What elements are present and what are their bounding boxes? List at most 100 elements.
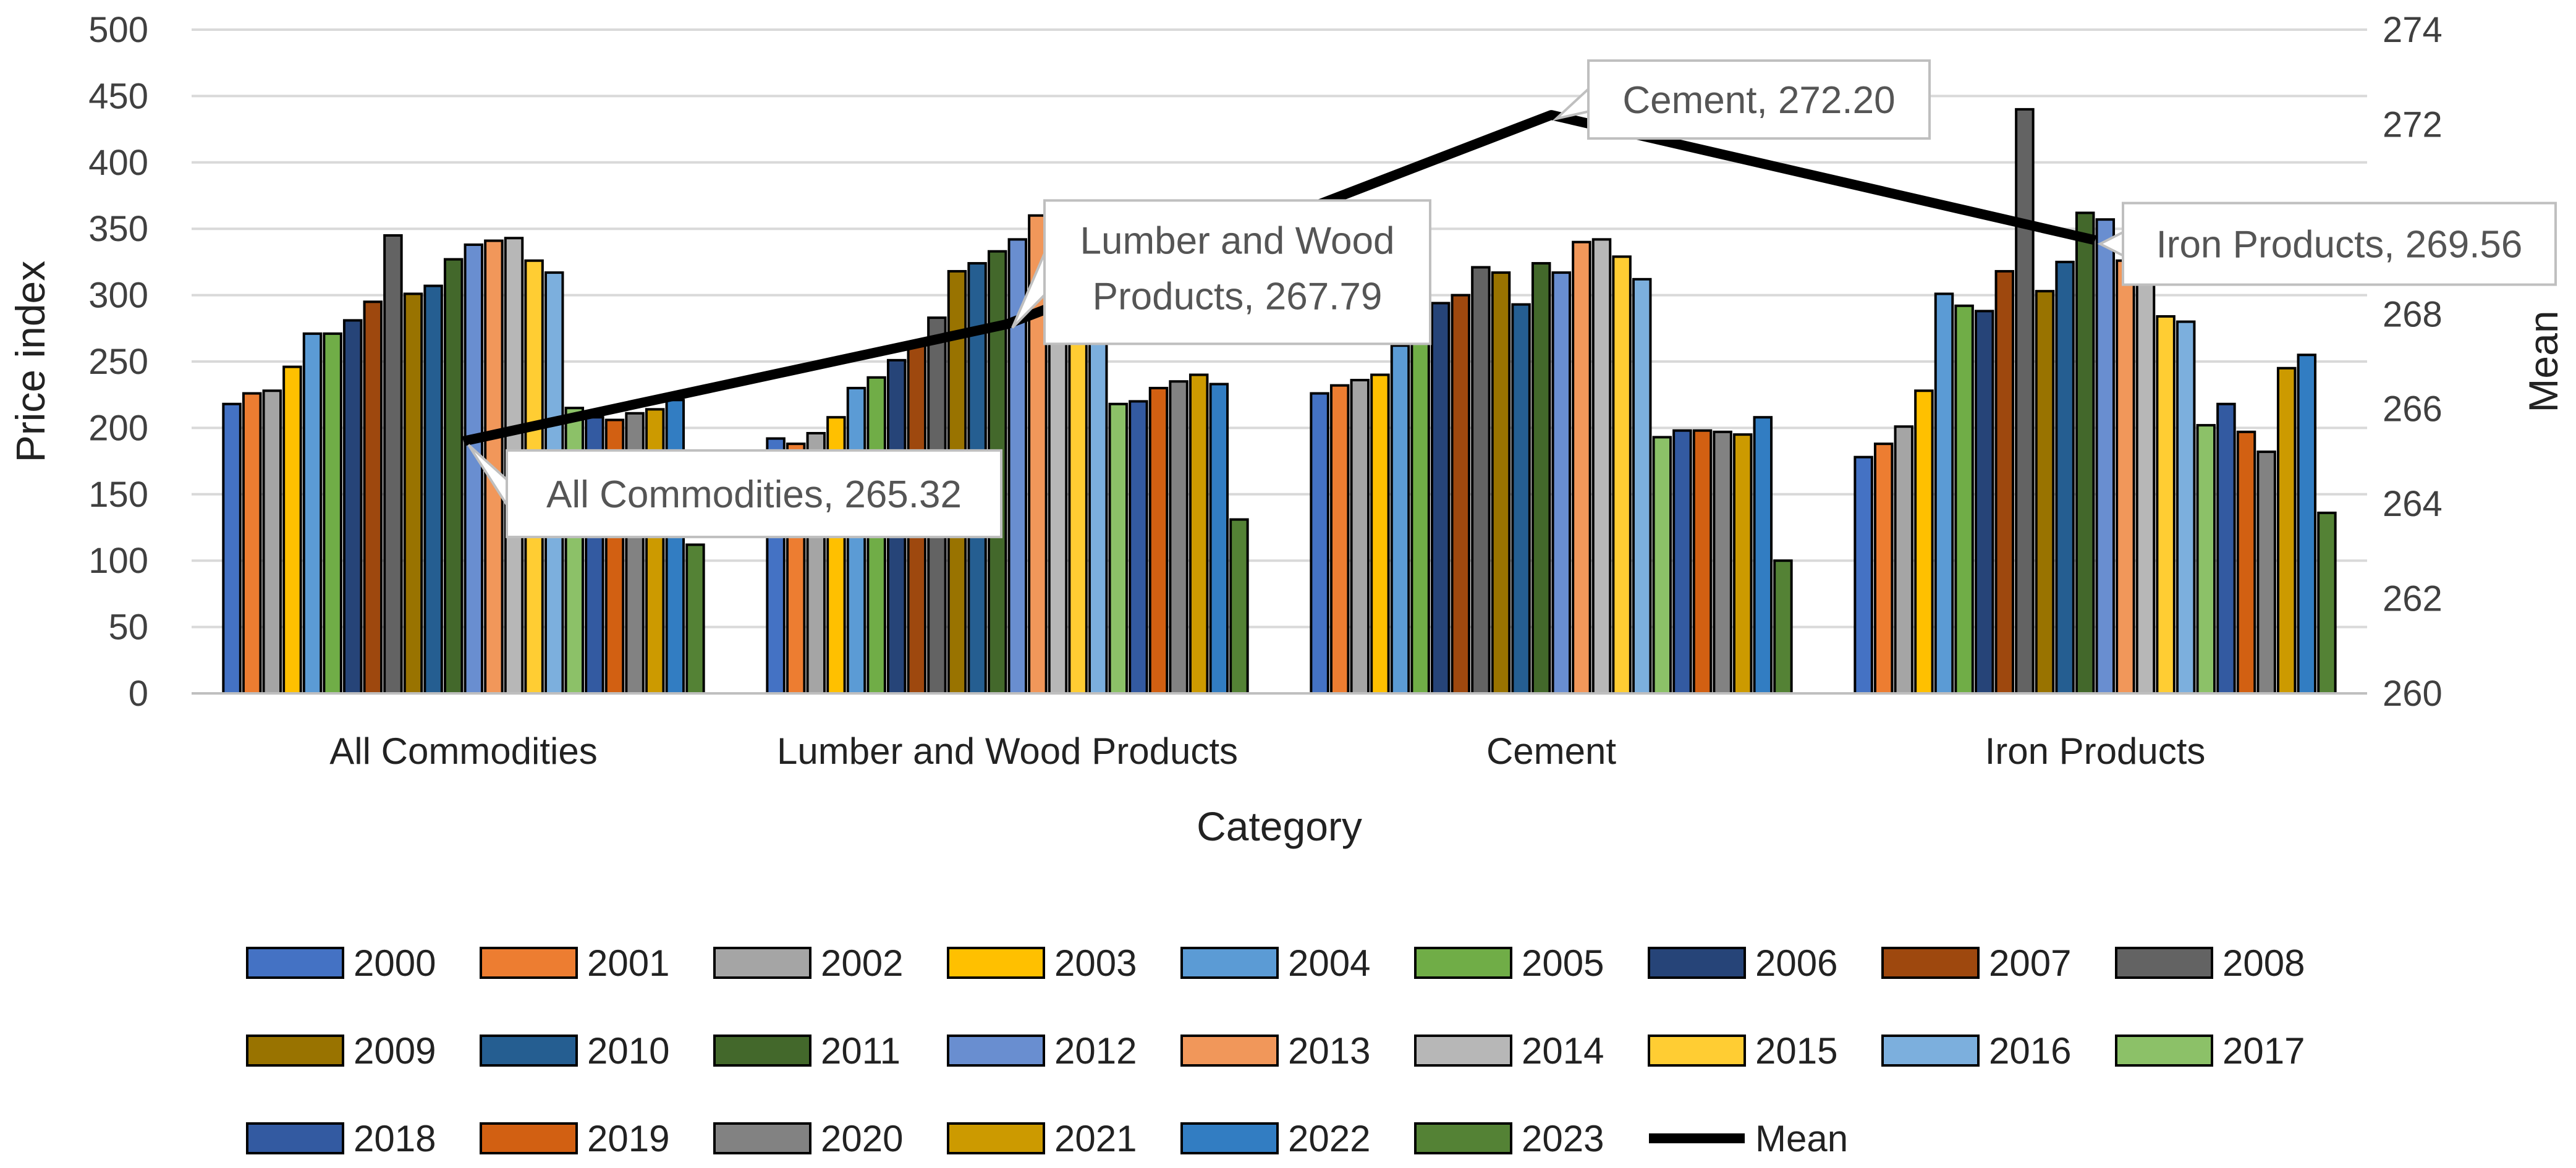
y2-tick-label: 274 [2383, 10, 2443, 50]
legend-swatch [947, 1122, 1045, 1154]
bar-2009-2 [1491, 271, 1511, 695]
legend-label: 2023 [1522, 1118, 1604, 1159]
bar-2005-3 [1954, 304, 1974, 695]
legend-item-2016: 2016 [1881, 1030, 2071, 1072]
legend-swatch [1414, 1035, 1512, 1067]
legend-label: 2004 [1288, 942, 1370, 984]
legend-label: 2010 [587, 1030, 669, 1072]
legend-item-2015: 2015 [1648, 1030, 1837, 1072]
legend-swatch [947, 1035, 1045, 1067]
legend-swatch [713, 1122, 811, 1154]
y2-axis-ticks: 260262264266268270272274 [2383, 10, 2443, 714]
legend-item-2014: 2014 [1414, 1030, 1604, 1072]
bar-2023-0 [685, 543, 705, 695]
y-axis-ticks: 0 50 100 150 200 250 300 350 400 450 500 [88, 10, 148, 714]
bar-2012-0 [464, 243, 484, 695]
legend-swatch [1414, 1122, 1512, 1154]
bar-2017-2 [1652, 436, 1672, 695]
bar-2004-0 [302, 332, 323, 695]
bar-2000-3 [1854, 455, 1873, 695]
bar-2003-3 [1914, 389, 1934, 695]
callout-box [1043, 199, 1431, 345]
y-tick-label: 50 [108, 607, 148, 648]
legend-item-2008: 2008 [2115, 942, 2305, 984]
callout-label: Iron Products, 269.56 [2156, 224, 2523, 266]
legend-item-2012: 2012 [947, 1030, 1137, 1072]
legend-label: 2017 [2222, 1030, 2305, 1072]
y-tick-label: 400 [88, 143, 148, 183]
bar-2019-1 [1148, 386, 1169, 695]
category-labels: All Commodities Lumber and Wood Products C… [329, 730, 2205, 772]
bar-2003-0 [282, 365, 302, 695]
bar-2006-3 [1974, 310, 1994, 695]
legend-label: 2011 [821, 1030, 900, 1072]
bar-2000-0 [222, 402, 242, 695]
legend-item-2019: 2019 [480, 1118, 669, 1159]
legend-swatch [480, 1122, 578, 1154]
legend-item-2009: 2009 [246, 1030, 436, 1072]
bar-2007-2 [1451, 294, 1471, 695]
callout-box [506, 449, 1002, 538]
callout-pointer [1552, 85, 1591, 121]
legend-item-2018: 2018 [246, 1118, 436, 1159]
legend-label: 2020 [821, 1118, 903, 1159]
legend-swatch [246, 947, 344, 979]
legend-label: 2007 [1989, 942, 2071, 984]
bar-2023-2 [1773, 559, 1793, 695]
bar-2002-0 [262, 389, 282, 695]
y-tick-label: 150 [88, 475, 148, 515]
y-tick-label: 250 [88, 342, 148, 382]
bar-2021-1 [1188, 373, 1209, 695]
y-tick-label: 0 [129, 674, 148, 714]
legend-label: 2022 [1288, 1118, 1370, 1159]
bar-2023-3 [2317, 511, 2337, 695]
legend-item-2002: 2002 [713, 942, 903, 984]
bar-2011-0 [443, 258, 464, 695]
bar-2019-2 [1692, 429, 1713, 695]
legend-swatch [246, 1035, 344, 1067]
bar-2010-2 [1511, 303, 1531, 695]
y2-tick-label: 272 [2383, 104, 2443, 145]
y-tick-label: 100 [88, 541, 148, 581]
legend-item-2005: 2005 [1414, 942, 1604, 984]
bar-2016-3 [2176, 320, 2196, 695]
bar-2022-1 [1209, 383, 1229, 695]
bar-2018-2 [1672, 429, 1692, 695]
bar-2011-3 [2075, 211, 2095, 695]
legend-swatch [713, 947, 811, 979]
bar-2015-3 [2156, 315, 2176, 695]
bar-2000-2 [1310, 392, 1329, 695]
bar-2004-2 [1390, 344, 1410, 695]
bar-2006-0 [342, 319, 363, 695]
category-label: Iron Products [1985, 730, 2206, 772]
mean-callout: Lumber and Wood Products, 267.79 [1011, 199, 1431, 345]
legend: 2000 2001 2002 2003 2004 2005 2006 2007 2008 2009… [246, 942, 2305, 1159]
legend-item-2006: 2006 [1648, 942, 1837, 984]
bar-2006-2 [1430, 302, 1451, 695]
legend-label: 2012 [1054, 1030, 1137, 1072]
x-axis-title: Category [1197, 803, 1362, 849]
bar-2022-3 [2297, 353, 2317, 695]
legend-item-2000: 2000 [246, 942, 436, 984]
bar-2016-2 [1632, 277, 1652, 695]
bar-2002-3 [1894, 425, 1914, 695]
legend-item-2020: 2020 [713, 1118, 903, 1159]
legend-label: 2016 [1989, 1030, 2071, 1072]
legend-label: 2021 [1054, 1118, 1137, 1159]
legend-swatch [246, 1122, 344, 1154]
bar-2018-3 [2216, 402, 2236, 695]
mean-callouts: All Commodities, 265.32 Lumber and Wood Pr… [467, 59, 2557, 538]
legend-item-2011: 2011 [713, 1030, 900, 1072]
mean-callout: All Commodities, 265.32 [467, 444, 1002, 538]
legend-item-2023: 2023 [1414, 1118, 1604, 1159]
legend-item-2004: 2004 [1180, 942, 1370, 984]
legend-label: 2003 [1054, 942, 1137, 984]
bar-2014-2 [1591, 238, 1612, 695]
bar-2001-3 [1873, 442, 1894, 695]
legend-item-2017: 2017 [2115, 1030, 2305, 1072]
legend-label: 2000 [354, 942, 436, 984]
legend-label: 2002 [821, 942, 903, 984]
y2-tick-label: 262 [2383, 579, 2443, 619]
legend-item-2010: 2010 [480, 1030, 669, 1072]
